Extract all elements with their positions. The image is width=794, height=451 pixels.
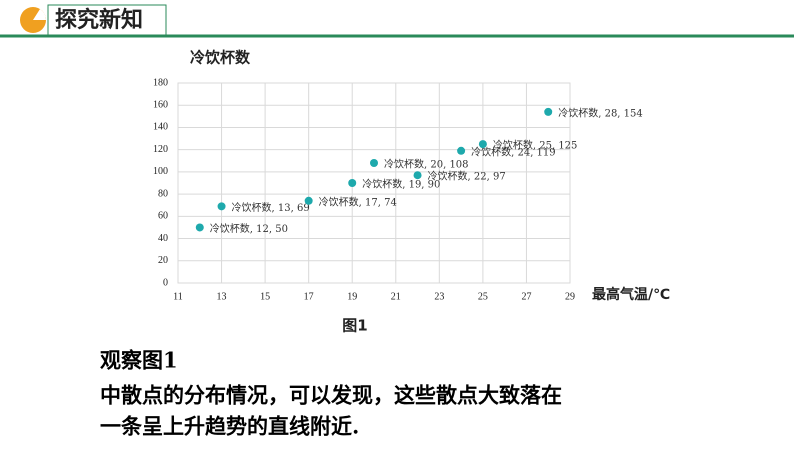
body-line: 一条呈上升趋势的直线附近. — [100, 414, 359, 439]
scatter-point — [348, 179, 357, 187]
data-label: 冷饮杯数, 12, 50 — [210, 222, 288, 235]
y-tick-label: 160 — [153, 100, 168, 111]
y-tick-label: 100 — [153, 166, 168, 177]
y-tick-label: 180 — [153, 77, 168, 88]
body-line: 中散点的分布情况，可以发现，这些散点大致落在 — [100, 383, 562, 408]
data-label: 冷饮杯数, 24, 119 — [471, 145, 556, 158]
data-label: 冷饮杯数, 19, 90 — [362, 178, 440, 191]
data-label: 冷饮杯数, 28, 154 — [558, 106, 643, 119]
scatter-point — [217, 202, 226, 211]
plot-frame — [177, 82, 571, 284]
scatter-point — [304, 196, 313, 205]
x-tick-label: 15 — [260, 291, 270, 302]
x-tick-label: 13 — [217, 291, 227, 302]
y-axis-label: 冷饮杯数 — [190, 49, 251, 67]
header-icon-cut — [33, 9, 47, 20]
x-tick-label: 27 — [521, 291, 531, 302]
x-axis-label: 最高气温/℃ — [592, 286, 670, 303]
data-label: 冷饮杯数, 25, 125 — [493, 139, 578, 152]
y-tick-label: 20 — [158, 255, 168, 266]
caption: 图1 — [342, 317, 367, 335]
x-tick-label: 29 — [565, 291, 575, 302]
scatter-point — [457, 146, 466, 155]
y-tick-label: 0 — [163, 277, 168, 288]
x-tick-label: 19 — [347, 291, 357, 302]
body-line: 观察图1 — [100, 348, 178, 373]
y-tick-label: 120 — [153, 144, 168, 155]
scatter-point — [370, 159, 378, 167]
x-tick-label: 17 — [304, 291, 314, 302]
x-tick-label: 11 — [173, 291, 183, 302]
data-label: 冷饮杯数, 17, 74 — [319, 195, 397, 208]
header-title: 探究新知 — [55, 7, 143, 33]
y-tick-label: 140 — [153, 122, 168, 133]
y-tick-label: 40 — [158, 233, 168, 244]
x-tick-label: 23 — [434, 291, 444, 302]
scatter-point — [544, 107, 553, 116]
x-tick-label: 21 — [391, 291, 401, 302]
data-label: 冷饮杯数, 20, 108 — [384, 158, 469, 171]
plot: 0 20 40 60 80 100 120 140 160 180 11 13 15 17 19 21 23 25… — [153, 77, 643, 302]
scatter-point — [195, 223, 204, 232]
scatter-point — [413, 171, 422, 180]
y-tick-label: 60 — [158, 211, 168, 222]
y-tick-label: 80 — [158, 188, 168, 199]
x-tick-label: 25 — [478, 291, 488, 302]
data-label: 冷饮杯数, 13, 69 — [232, 201, 310, 214]
data-label: 冷饮杯数, 22, 97 — [428, 170, 506, 183]
scatter-point — [478, 140, 487, 149]
